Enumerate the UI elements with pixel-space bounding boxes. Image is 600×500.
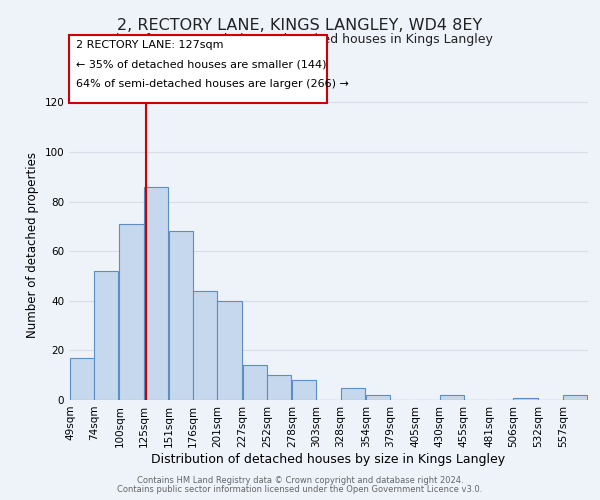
X-axis label: Distribution of detached houses by size in Kings Langley: Distribution of detached houses by size … (151, 452, 506, 466)
Text: 2, RECTORY LANE, KINGS LANGLEY, WD4 8EY: 2, RECTORY LANE, KINGS LANGLEY, WD4 8EY (118, 18, 482, 32)
Text: Contains public sector information licensed under the Open Government Licence v3: Contains public sector information licen… (118, 485, 482, 494)
Bar (94, 271, 118, 400)
Text: Size of property relative to detached houses in Kings Langley: Size of property relative to detached ho… (107, 32, 493, 46)
Bar (341, 388, 365, 400)
Y-axis label: Number of detached properties: Number of detached properties (26, 152, 39, 338)
Bar (366, 395, 390, 400)
Text: 2 RECTORY LANE: 127sqm: 2 RECTORY LANE: 127sqm (76, 40, 224, 50)
Bar (217, 301, 242, 400)
Bar (70, 358, 94, 400)
Bar (440, 395, 464, 400)
Bar (193, 291, 217, 400)
Bar (292, 380, 316, 400)
Text: ← 35% of detached houses are smaller (144): ← 35% of detached houses are smaller (14… (76, 60, 326, 70)
Bar (563, 395, 587, 400)
Bar (169, 232, 193, 400)
Bar (119, 224, 143, 400)
Bar (242, 366, 267, 400)
Bar (514, 398, 538, 400)
Text: 64% of semi-detached houses are larger (266) →: 64% of semi-detached houses are larger (… (76, 78, 349, 88)
Text: Contains HM Land Registry data © Crown copyright and database right 2024.: Contains HM Land Registry data © Crown c… (137, 476, 463, 485)
Bar (267, 375, 291, 400)
Bar (143, 186, 168, 400)
